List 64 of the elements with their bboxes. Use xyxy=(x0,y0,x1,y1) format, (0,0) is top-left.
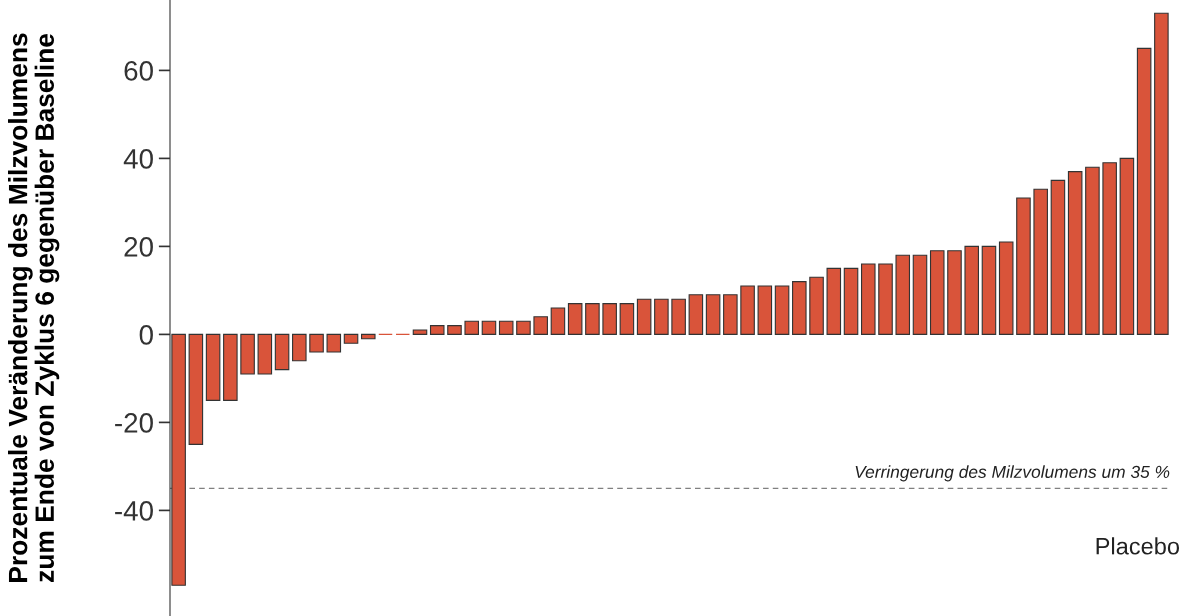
bar xyxy=(671,298,686,335)
bar xyxy=(550,307,566,335)
bar xyxy=(1119,157,1135,335)
bar xyxy=(533,316,548,335)
bar xyxy=(688,294,704,335)
bar xyxy=(740,285,755,335)
bar xyxy=(774,285,790,335)
bar xyxy=(343,333,359,344)
bar xyxy=(567,303,583,335)
bar xyxy=(1154,12,1169,335)
bar xyxy=(1136,47,1152,335)
bar xyxy=(498,320,514,335)
bar xyxy=(860,263,876,335)
bar xyxy=(412,329,428,335)
bar xyxy=(1085,166,1100,335)
bar xyxy=(309,333,324,353)
bar xyxy=(516,320,531,335)
bar xyxy=(826,267,842,335)
bar xyxy=(326,333,342,353)
y-tick-label: 20 xyxy=(124,237,153,257)
bar xyxy=(912,254,928,335)
bar xyxy=(964,245,980,335)
bar xyxy=(447,325,462,335)
bar xyxy=(654,298,669,335)
bar xyxy=(1050,179,1066,335)
bar xyxy=(602,303,617,335)
annotation: Placebo xyxy=(1096,537,1180,555)
bar xyxy=(998,241,1014,335)
bar xyxy=(809,276,824,335)
bar xyxy=(188,333,204,445)
ref-line-label: Verringerung des Milzvolumens um 35 % xyxy=(855,465,1170,482)
bar xyxy=(585,303,600,335)
bar xyxy=(723,294,738,335)
y-tick-label: 40 xyxy=(123,149,153,169)
y-tick-label: 0 xyxy=(139,325,153,345)
bar xyxy=(257,333,273,375)
y-tick-label: -20 xyxy=(115,413,153,433)
bar xyxy=(464,320,480,335)
bar xyxy=(636,298,652,335)
y-axis-title: Prozentuale Veränderung des Milzvolumens zum Ende von Zyklus 6 gegenüber Baseline xyxy=(8,33,60,582)
bar xyxy=(1067,171,1083,335)
bar xyxy=(1102,162,1117,335)
bar xyxy=(1016,197,1031,335)
bar xyxy=(947,250,962,335)
y-tick-label: -40 xyxy=(115,501,153,521)
bar xyxy=(895,254,911,335)
y-tick-label: 60 xyxy=(124,61,153,81)
bar xyxy=(705,294,721,335)
bar xyxy=(205,333,221,401)
bar xyxy=(929,250,945,335)
bar xyxy=(292,333,307,362)
bar xyxy=(1033,188,1048,335)
bar xyxy=(274,333,290,371)
bar xyxy=(843,267,859,335)
bar xyxy=(360,333,376,340)
bar xyxy=(240,333,255,375)
bar xyxy=(619,303,635,335)
bar xyxy=(757,285,773,335)
bar xyxy=(878,263,893,335)
bar xyxy=(223,333,238,401)
bar xyxy=(792,281,807,335)
bar xyxy=(981,245,997,335)
bar xyxy=(429,325,445,335)
bar xyxy=(481,320,497,335)
